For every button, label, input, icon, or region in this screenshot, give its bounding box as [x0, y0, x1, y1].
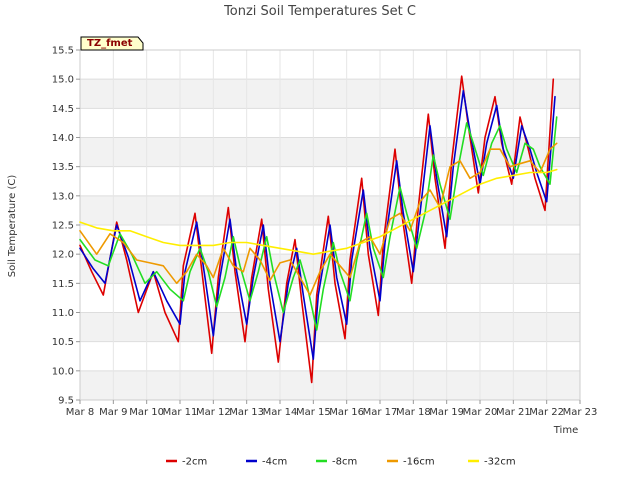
legend-label: -16cm [403, 457, 435, 468]
legend-label: -8cm [332, 457, 357, 468]
legend-label: -32cm [484, 457, 516, 468]
grid-band [80, 370, 580, 400]
x-tick-label: Mar 17 [363, 407, 398, 418]
y-tick-label: 11.5 [52, 279, 74, 290]
legend-label: -4cm [262, 457, 287, 468]
x-tick-label: Mar 23 [563, 407, 598, 418]
x-tick-label: Mar 21 [496, 407, 531, 418]
x-tick-label: Mar 8 [66, 407, 94, 418]
x-tick-label: Mar 9 [99, 407, 127, 418]
x-tick-label: Mar 22 [529, 407, 564, 418]
x-tick-label: Mar 16 [329, 407, 364, 418]
x-tick-label: Mar 14 [263, 407, 298, 418]
x-tick-label: Mar 19 [429, 407, 464, 418]
grid-band [80, 195, 580, 225]
legend-label: -2cm [182, 457, 207, 468]
x-tick-label: Mar 10 [129, 407, 164, 418]
x-tick-label: Mar 18 [396, 407, 431, 418]
series-line-16cm [79, 142, 558, 296]
y-tick-label: 11.0 [52, 308, 74, 319]
y-tick-label: 15.0 [52, 75, 74, 86]
grid-band [80, 79, 580, 109]
series-lines [79, 75, 558, 384]
grid-band [80, 137, 580, 167]
station-badge: TZ_fmet [80, 36, 144, 51]
y-tick-label: 10.5 [52, 337, 74, 348]
x-tick-label: Mar 15 [296, 407, 331, 418]
badge-box [80, 36, 144, 51]
grid-band [80, 312, 580, 342]
y-tick-label: 12.5 [52, 221, 74, 232]
series-line-32cm [79, 168, 558, 255]
y-tick-label: 13.5 [52, 162, 74, 173]
chart-title: Tonzi Soil Temperatures Set C [223, 4, 416, 19]
x-tick-label: Mar 20 [463, 407, 498, 418]
y-tick-label: 13.0 [52, 191, 74, 202]
y-axis: 9.5 10.0 10.5 11.0 11.5 12.0 12.5 13.0 13.5 14.0 1… [52, 46, 80, 407]
series-line-8cm [79, 116, 558, 331]
y-tick-label: 14.5 [52, 104, 74, 115]
y-axis-label: Soil Temperature (C) [7, 175, 18, 278]
y-tick-label: 9.5 [58, 396, 74, 407]
badge-label: TZ_fmet [87, 38, 133, 49]
y-tick-label: 12.0 [52, 250, 74, 261]
legend: -2cm -4cm -8cm -16cm -32cm [166, 457, 516, 468]
y-tick-label: 14.0 [52, 133, 74, 144]
y-tick-label: 10.0 [52, 366, 74, 377]
x-axis-label: Time [553, 425, 578, 436]
x-tick-label: Mar 11 [163, 407, 198, 418]
x-tick-label: Mar 12 [196, 407, 231, 418]
y-tick-label: 15.5 [52, 46, 74, 57]
x-tick-label: Mar 13 [229, 407, 264, 418]
